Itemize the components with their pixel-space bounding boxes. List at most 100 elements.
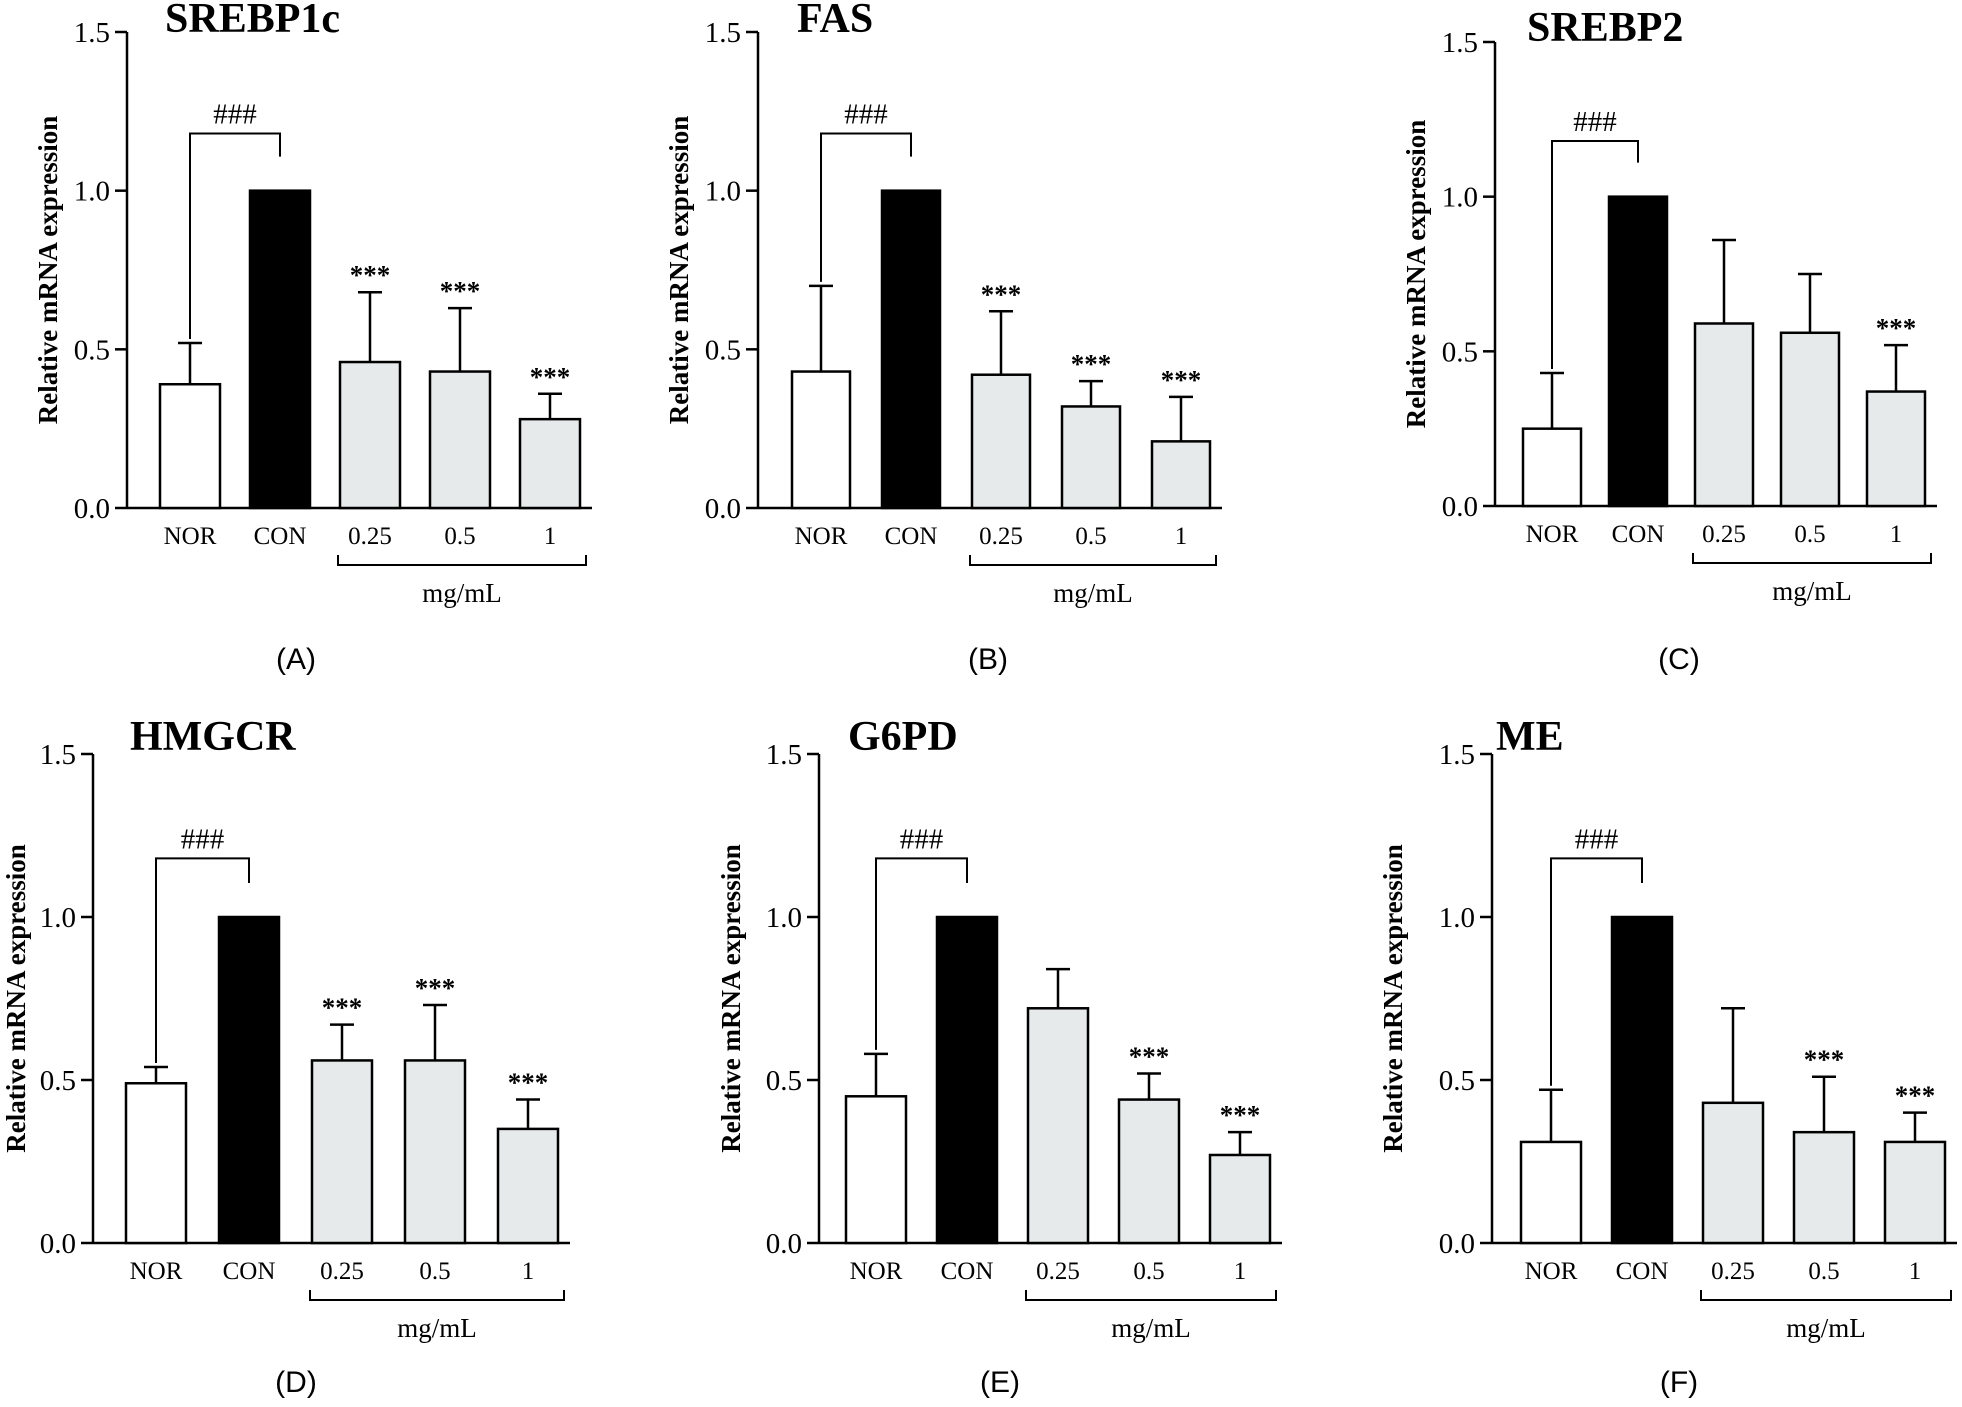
bar-CON <box>217 915 281 1245</box>
significance-label: *** <box>440 276 481 306</box>
panel-label: (E) <box>980 1366 1020 1399</box>
x-tick-label: 1 <box>1890 521 1903 548</box>
dose-unit-label: mg/mL <box>397 1313 477 1343</box>
bar-CON <box>935 915 999 1245</box>
y-tick-label: 0.0 <box>74 493 110 525</box>
bar-NOR <box>844 1095 908 1245</box>
x-tick-label: CON <box>254 523 307 550</box>
bar-CON <box>248 189 312 510</box>
chart-panel-1: SREBP1c 0.0 0.5 1.0 1.5 Relative mRNA express… <box>33 0 592 676</box>
x-tick-label: 0.5 <box>1808 1258 1839 1285</box>
bar-CON <box>880 189 942 510</box>
panel-label: (D) <box>275 1366 317 1399</box>
bar-1 <box>1865 390 1927 508</box>
x-tick-label: NOR <box>164 523 217 550</box>
comparison-bracket <box>820 132 912 282</box>
x-tick-label: 1 <box>522 1258 535 1285</box>
chart-panel-6: ME 0.0 0.5 1.0 1.5 Relative mRNA expression NO… <box>1378 714 1957 1399</box>
chart-title: FAS <box>797 0 873 42</box>
significance-label: *** <box>322 993 363 1023</box>
x-tick-label: NOR <box>795 523 848 550</box>
y-tick-label: 1.5 <box>766 739 802 771</box>
y-tick-label: 1.0 <box>40 902 76 934</box>
x-tick-label: 1 <box>1234 1258 1247 1285</box>
y-tick-label: 1.5 <box>40 739 76 771</box>
bar-CON <box>1610 915 1674 1245</box>
comparison-label: ### <box>1575 823 1619 855</box>
chart-panel-5: G6PD 0.0 0.5 1.0 1.5 Relative mRNA expression… <box>716 714 1282 1399</box>
y-axis-label: Relative mRNA expression <box>716 844 746 1152</box>
y-tick-label: 0.5 <box>705 334 741 366</box>
x-tick-label: CON <box>1616 1258 1669 1285</box>
dose-unit-label: mg/mL <box>1053 578 1133 608</box>
y-tick-label: 1.0 <box>705 176 741 208</box>
chart-panel-4: HMGCR 0.0 0.5 1.0 1.5 Relative mRNA expressio… <box>1 714 570 1399</box>
y-tick-label: 0.5 <box>1442 336 1478 368</box>
significance-label: *** <box>1804 1045 1845 1075</box>
y-axis-label: Relative mRNA expression <box>1378 844 1408 1152</box>
bar-0.25 <box>1693 322 1755 508</box>
x-tick-label: 0.5 <box>419 1258 450 1285</box>
y-tick-label: 0.5 <box>74 334 110 366</box>
y-tick-label: 1.5 <box>1442 27 1478 59</box>
bar-0.25 <box>338 360 402 510</box>
x-tick-label: NOR <box>1526 521 1579 548</box>
x-tick-label: 1 <box>544 523 557 550</box>
x-tick-label: 0.5 <box>1133 1258 1164 1285</box>
x-tick-label: 0.25 <box>1036 1258 1080 1285</box>
y-tick-label: 1.5 <box>74 17 110 49</box>
x-tick-label: CON <box>941 1258 994 1285</box>
panel-label: (B) <box>968 643 1008 676</box>
y-axis-label: Relative mRNA expression <box>33 116 63 424</box>
bar-0.5 <box>1060 405 1122 510</box>
comparison-bracket <box>189 132 281 339</box>
significance-label: *** <box>415 973 456 1003</box>
y-axis-label: Relative mRNA expression <box>1 844 31 1152</box>
significance-label: *** <box>981 279 1022 309</box>
x-tick-label: NOR <box>850 1258 903 1285</box>
x-tick-label: 0.25 <box>348 523 392 550</box>
comparison-bracket <box>1551 139 1639 369</box>
chart-title: SREBP2 <box>1527 5 1683 51</box>
chart-panel-3: SREBP2 0.0 0.5 1.0 1.5 Relative mRNA expressi… <box>1401 5 1937 676</box>
y-axis-label: Relative mRNA expression <box>1401 120 1431 428</box>
significance-label: *** <box>1876 313 1917 343</box>
panel-label: (F) <box>1660 1366 1698 1399</box>
bar-0.25 <box>310 1059 374 1245</box>
bar-NOR <box>1521 427 1583 508</box>
x-tick-label: 0.25 <box>1702 521 1746 548</box>
comparison-label: ### <box>213 99 257 131</box>
chart-panel-2: FAS 0.0 0.5 1.0 1.5 Relative mRNA expression N… <box>664 0 1222 676</box>
comparison-bracket <box>875 857 968 1050</box>
panel-label: (A) <box>276 643 316 676</box>
x-tick-label: 0.5 <box>1075 523 1106 550</box>
x-tick-label: CON <box>1612 521 1665 548</box>
significance-label: *** <box>1161 365 1202 395</box>
y-tick-label: 1.5 <box>705 17 741 49</box>
x-tick-label: NOR <box>130 1258 183 1285</box>
bar-0.5 <box>1792 1130 1856 1245</box>
dose-group-bracket <box>1025 1290 1277 1301</box>
significance-label: *** <box>1129 1041 1170 1071</box>
y-tick-label: 1.0 <box>1439 902 1475 934</box>
significance-label: *** <box>530 362 571 392</box>
bar-1 <box>1150 440 1212 510</box>
dose-group-bracket <box>337 555 587 566</box>
significance-label: *** <box>508 1068 549 1098</box>
x-tick-label: 0.5 <box>1794 521 1825 548</box>
chart-title: HMGCR <box>130 714 296 760</box>
bar-0.5 <box>1117 1098 1181 1245</box>
chart-title: SREBP1c <box>165 0 340 42</box>
bar-1 <box>496 1127 560 1245</box>
y-axis-label: Relative mRNA expression <box>664 116 694 424</box>
panel-label: (C) <box>1658 643 1700 676</box>
bar-NOR <box>790 370 852 510</box>
bar-NOR <box>1519 1140 1583 1245</box>
comparison-bracket <box>155 857 250 1063</box>
dose-unit-label: mg/mL <box>1111 1313 1191 1343</box>
chart-title: ME <box>1496 714 1564 760</box>
comparison-bracket <box>1550 857 1643 1086</box>
x-tick-label: CON <box>223 1258 276 1285</box>
comparison-label: ### <box>900 823 944 855</box>
